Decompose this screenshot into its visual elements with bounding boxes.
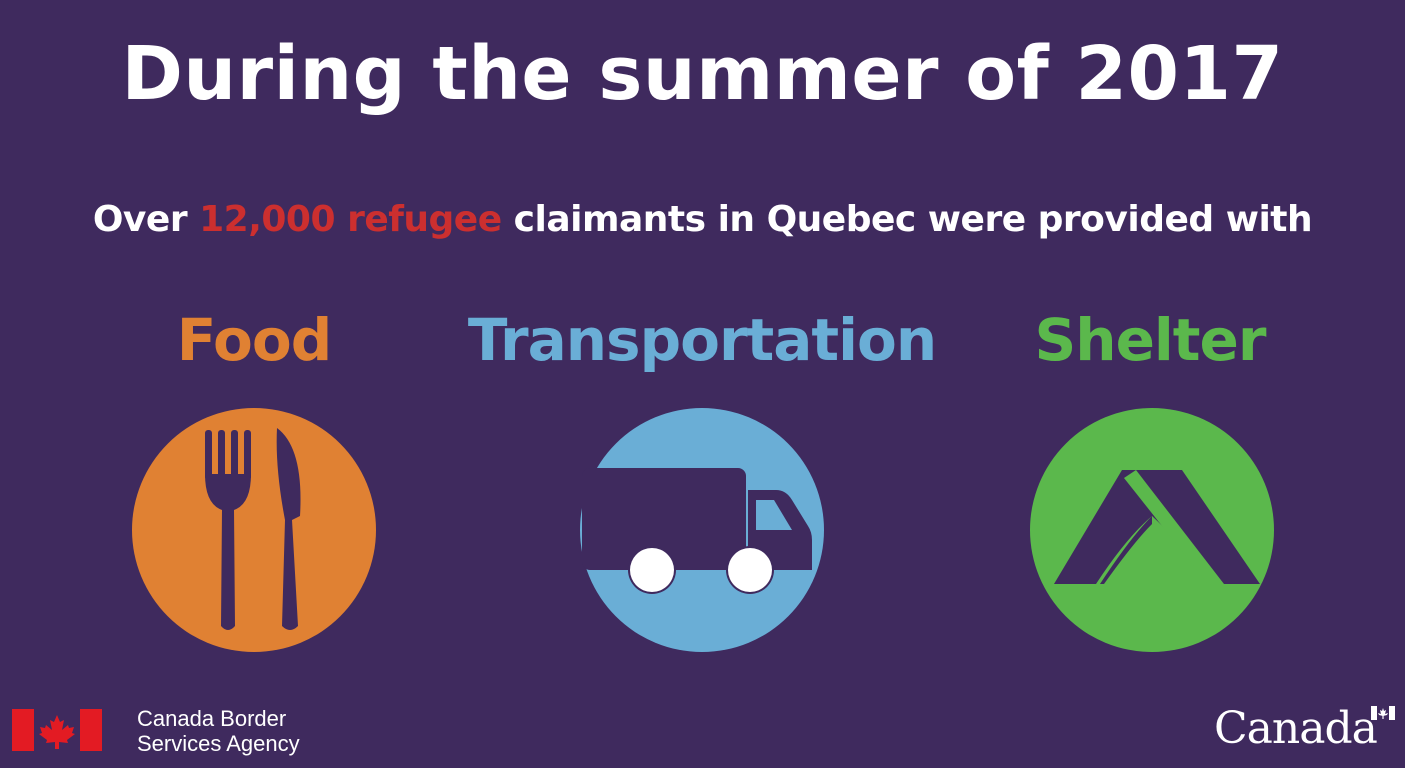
transportation-label: Transportation [467,306,937,374]
page-title: During the summer of 2017 [121,31,1284,117]
agency-name: Canada Border Services Agency [137,706,367,756]
subtitle-highlight: 12,000 refugee [199,199,502,240]
tent-icon [1030,408,1274,652]
fork-knife-icon [132,408,376,652]
agency-name-line2: Services Agency [137,731,300,756]
subtitle-suffix: claimants in Quebec were provided with [501,199,1313,240]
subtitle-prefix: Over [92,199,200,240]
wordmark-flag-icon [1371,706,1395,720]
food-label: Food [176,306,332,374]
subtitle: Over 12,000 refugee claimants in Quebec … [0,190,1405,250]
canada-wordmark: Canada [1208,700,1398,760]
wordmark-text: Canada [1214,703,1378,754]
agency-name-line1: Canada Border [137,706,287,731]
agency-signature: Canada Border Services Agency [12,704,352,756]
shelter-label: Shelter [1034,306,1267,374]
truck-icon [580,408,824,652]
canada-flag-icon [12,709,102,751]
